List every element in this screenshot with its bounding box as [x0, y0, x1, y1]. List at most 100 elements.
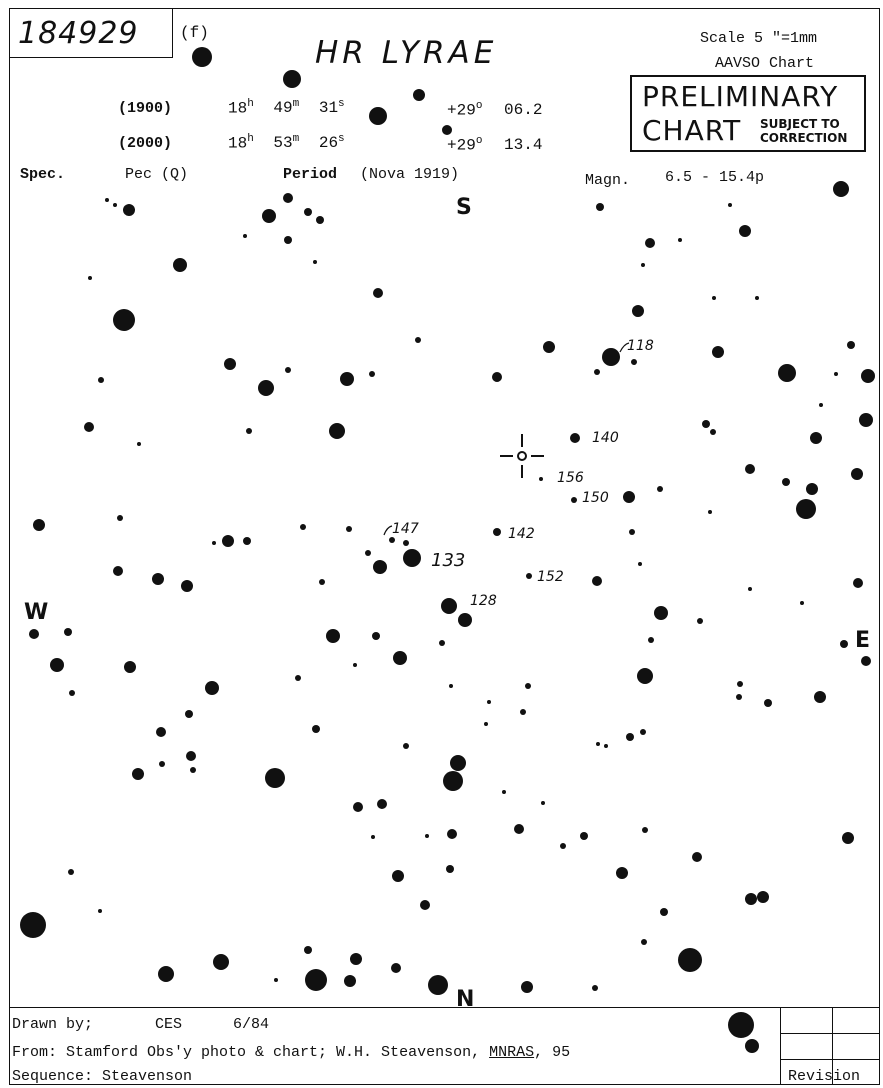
- star: [657, 486, 663, 492]
- star: [638, 562, 642, 566]
- star: [840, 640, 848, 648]
- star: [764, 699, 772, 707]
- star: [212, 541, 216, 545]
- star: [458, 613, 472, 627]
- correction-text: CORRECTION: [760, 131, 848, 145]
- star: [493, 528, 501, 536]
- star: [420, 900, 430, 910]
- star: [728, 1012, 754, 1038]
- star: [697, 618, 703, 624]
- star: [372, 632, 380, 640]
- star: [123, 204, 135, 216]
- scale-label: Scale 5 "=1mm: [700, 30, 818, 47]
- star: [246, 428, 252, 434]
- star: [814, 691, 826, 703]
- star: [502, 790, 506, 794]
- comparison-label-133: 133: [431, 550, 465, 571]
- star: [113, 203, 117, 207]
- star: [654, 606, 668, 620]
- star: [350, 953, 362, 965]
- star: [660, 908, 668, 916]
- star: [329, 423, 345, 439]
- star: [492, 372, 502, 382]
- dec-2000: +29o 13.4: [447, 135, 543, 155]
- star: [300, 524, 306, 530]
- star: [373, 560, 387, 574]
- star: [631, 359, 637, 365]
- star: [592, 576, 602, 586]
- star: [446, 865, 454, 873]
- star-name-title: HR LYRAE: [315, 35, 498, 71]
- star: [616, 867, 628, 879]
- star: [484, 722, 488, 726]
- star: [159, 761, 165, 767]
- footer-divider: [9, 1007, 880, 1008]
- star: [190, 767, 196, 773]
- star: [648, 637, 654, 643]
- magn-value: 6.5 - 15.4p: [665, 169, 765, 186]
- drawn-by-label: Drawn by;: [12, 1016, 94, 1033]
- star: [745, 1039, 759, 1053]
- star: [571, 497, 577, 503]
- comparison-label-147: 147: [392, 521, 419, 537]
- star: [834, 372, 838, 376]
- preliminary-stamp: [630, 75, 866, 152]
- star: [755, 296, 759, 300]
- star: [369, 371, 375, 377]
- revision-label: Revision: [788, 1068, 861, 1085]
- star: [274, 978, 278, 982]
- dec-1900: +29o 06.2: [447, 100, 543, 120]
- star: [389, 537, 395, 543]
- star: [447, 829, 457, 839]
- spec-label: Spec.: [20, 166, 66, 183]
- star: [284, 236, 292, 244]
- star: [439, 640, 445, 646]
- comparison-label-152: 152: [537, 569, 564, 585]
- chart-id-number: 184929: [18, 16, 139, 51]
- star: [326, 629, 340, 643]
- star: [853, 578, 863, 588]
- star: [596, 742, 600, 746]
- star: [365, 550, 371, 556]
- star: [413, 89, 425, 101]
- star: [205, 681, 219, 695]
- star: [243, 537, 251, 545]
- star: [285, 367, 291, 373]
- star: [393, 651, 407, 665]
- direction-west: W: [24, 600, 49, 625]
- star: [391, 963, 401, 973]
- star: [222, 535, 234, 547]
- ra-1900: 18h 49m 31s: [228, 98, 345, 118]
- star: [629, 529, 635, 535]
- star: [185, 710, 193, 718]
- star: [604, 744, 608, 748]
- star: [487, 700, 491, 704]
- star: [305, 969, 327, 991]
- star: [425, 834, 429, 838]
- star: [319, 579, 325, 585]
- star: [757, 891, 769, 903]
- magn-label: Magn.: [585, 172, 631, 189]
- chart-sheet: [9, 8, 880, 1085]
- star: [543, 341, 555, 353]
- star: [861, 656, 871, 666]
- star: [637, 668, 653, 684]
- star: [258, 380, 274, 396]
- comparison-label-140: 140: [592, 430, 619, 446]
- comparison-label-156: 156: [557, 470, 584, 486]
- star: [842, 832, 854, 844]
- star: [304, 946, 312, 954]
- star: [560, 843, 566, 849]
- star: [678, 238, 682, 242]
- star: [262, 209, 276, 223]
- star: [819, 403, 823, 407]
- star: [98, 909, 102, 913]
- star: [312, 725, 320, 733]
- star: [316, 216, 324, 224]
- sequence-line: Sequence: Steavenson: [12, 1068, 193, 1085]
- star: [778, 364, 796, 382]
- star: [800, 601, 804, 605]
- star: [833, 181, 849, 197]
- star: [156, 727, 166, 737]
- star: [295, 675, 301, 681]
